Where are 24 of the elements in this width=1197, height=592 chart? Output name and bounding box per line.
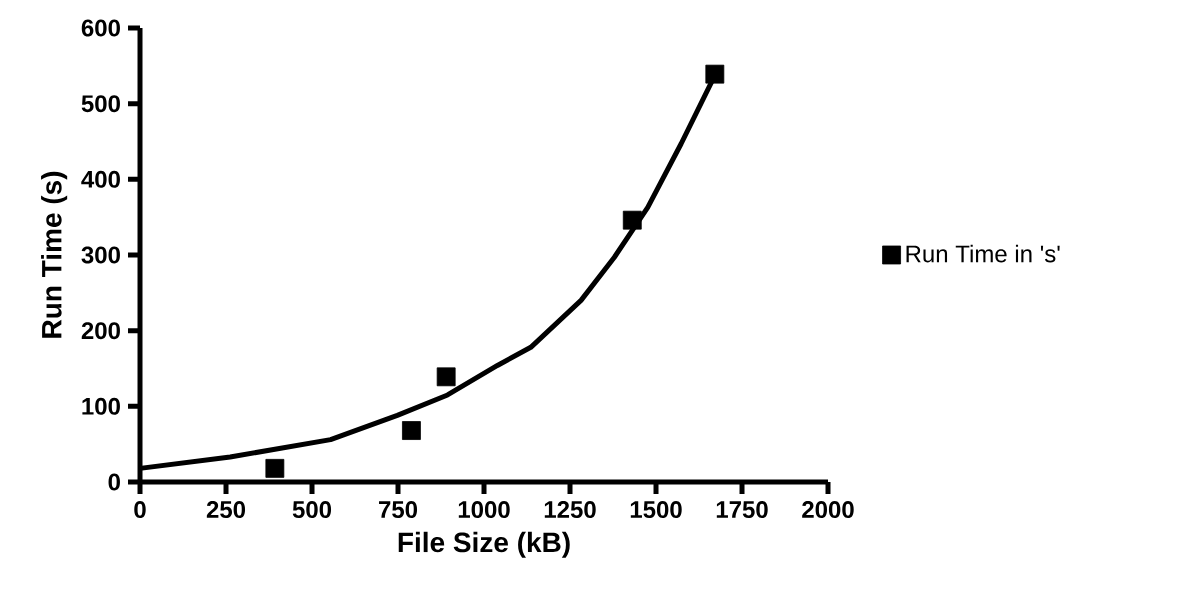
y-tick-label: 200: [81, 322, 120, 340]
x-tick-label: 500: [292, 501, 332, 519]
point: [705, 64, 725, 84]
point: [265, 458, 285, 478]
y-tick-label: 600: [81, 19, 120, 37]
y-tick-label: 100: [82, 397, 120, 415]
x-tick-label: 750: [379, 501, 418, 519]
legend-label: Run Time in 's': [906, 244, 1060, 263]
x-tick-label: 1000: [458, 501, 510, 519]
x-tick-label: 1250: [544, 501, 596, 519]
x-axis-title: File Size (kB): [398, 531, 570, 558]
y-tick-label: 300: [81, 246, 120, 264]
y-tick-label: 500: [81, 95, 120, 113]
point: [436, 367, 456, 387]
x-tick-label: 250: [206, 501, 246, 519]
x-tick-label: 0: [134, 501, 146, 519]
x-tick-label: 2000: [802, 501, 854, 519]
y-axis-title: Run Time (s): [41, 171, 68, 338]
y-tick-label: 0: [108, 473, 120, 491]
point: [402, 421, 421, 440]
point: [622, 210, 642, 230]
y-tick-label: 400: [81, 170, 120, 188]
x-tick-label: 1500: [630, 501, 682, 519]
x-tick-label: 1750: [716, 501, 768, 519]
